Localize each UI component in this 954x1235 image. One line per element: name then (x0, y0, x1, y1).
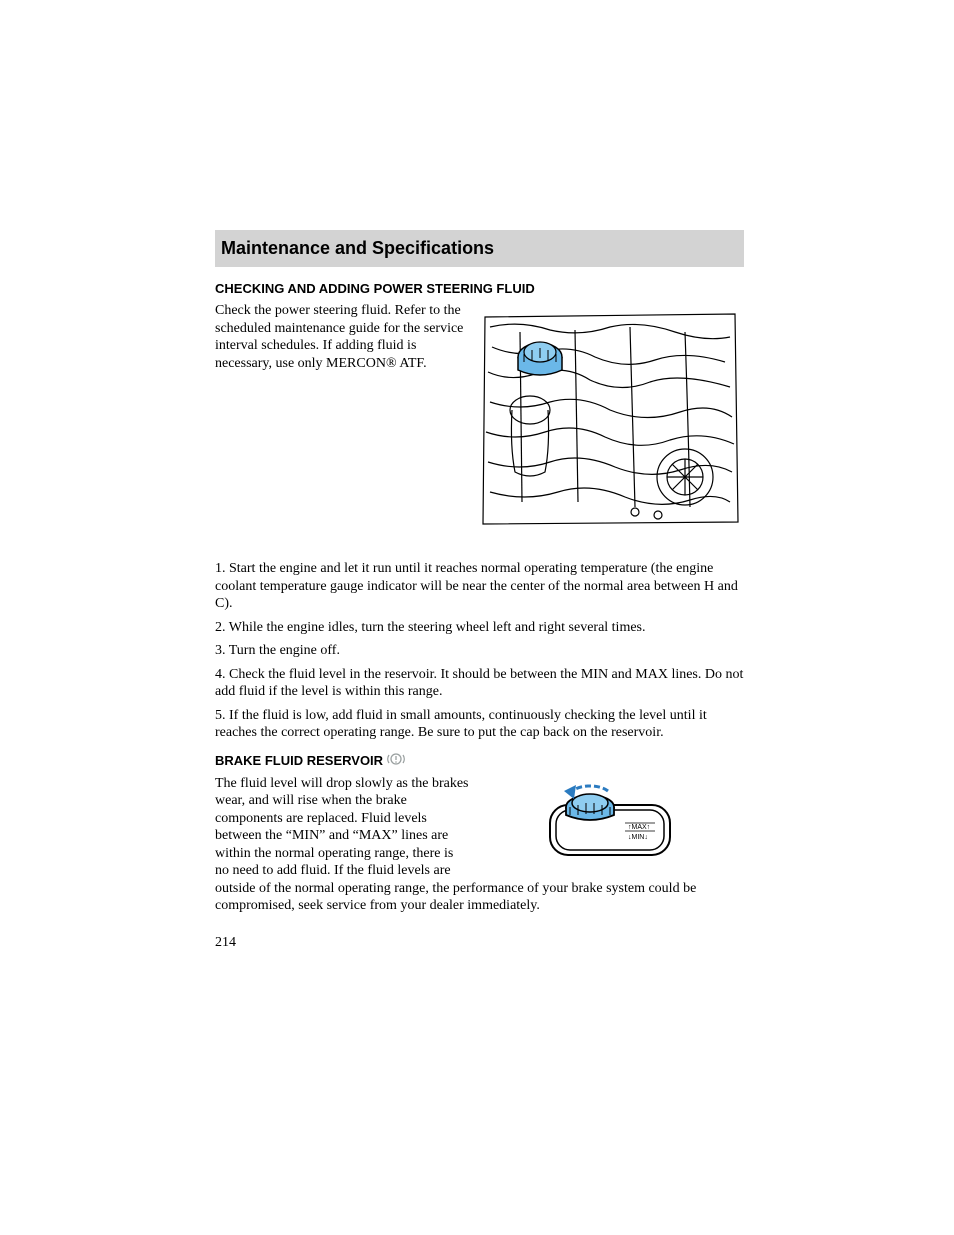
power-steering-intro-text: Check the power steering fluid. Refer to… (215, 302, 470, 372)
step-1: 1. Start the engine and let it run until… (215, 560, 744, 613)
header-bar: Maintenance and Specifications (215, 230, 744, 267)
section-heading-brake-fluid: BRAKE FLUID RESERVOIR (215, 752, 744, 769)
page-number: 214 (215, 935, 744, 951)
brake-fluid-text-continue: outside of the normal operating range, t… (215, 880, 744, 915)
brake-heading-text: BRAKE FLUID RESERVOIR (215, 753, 383, 768)
step-2: 2. While the engine idles, turn the stee… (215, 619, 744, 637)
brake-reservoir-diagram: ↑MAX↑ ↓MIN↓ (480, 775, 740, 865)
power-steering-intro-block: Check the power steering fluid. Refer to… (215, 302, 744, 532)
min-label: ↓MIN↓ (628, 834, 648, 841)
section-heading-power-steering: CHECKING AND ADDING POWER STEERING FLUID (215, 281, 744, 296)
brake-warning-icon (387, 752, 405, 769)
step-3: 3. Turn the engine off. (215, 642, 744, 660)
max-label: ↑MAX↑ (628, 824, 650, 831)
power-steering-cap-highlight (518, 342, 562, 375)
brake-fluid-text-wrap: The fluid level will drop slowly as the … (215, 775, 470, 880)
page-title: Maintenance and Specifications (221, 238, 738, 259)
document-page: Maintenance and Specifications CHECKING … (0, 0, 954, 951)
brake-fluid-block: The fluid level will drop slowly as the … (215, 775, 744, 880)
engine-compartment-diagram (480, 302, 740, 532)
step-4: 4. Check the fluid level in the reservoi… (215, 666, 744, 701)
step-5: 5. If the fluid is low, add fluid in sma… (215, 707, 744, 742)
